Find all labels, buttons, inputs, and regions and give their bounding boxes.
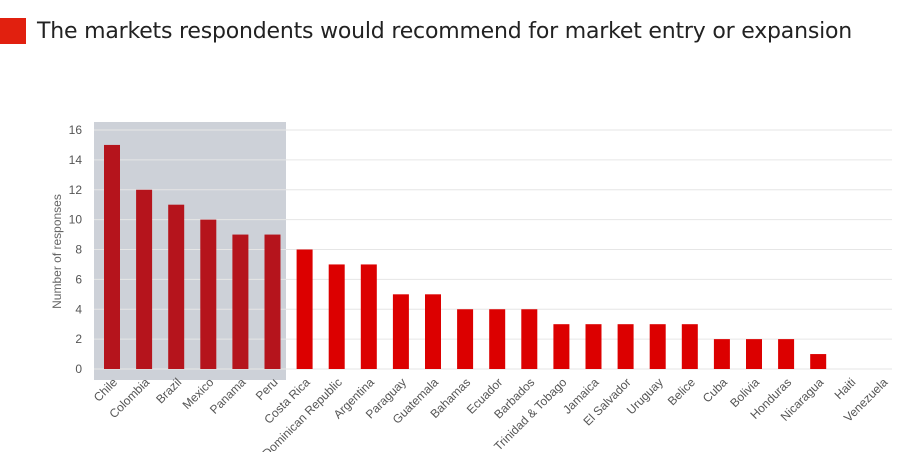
bar <box>425 294 441 369</box>
bar <box>713 339 730 369</box>
highlight-band <box>94 122 286 380</box>
x-tick-label: Belice <box>665 375 698 408</box>
bar <box>360 264 377 369</box>
y-tick-label: 14 <box>69 153 83 167</box>
bar <box>104 144 120 369</box>
bar <box>553 324 570 369</box>
bar <box>585 324 602 369</box>
chart-title: The markets respondents would recommend … <box>37 18 853 44</box>
y-tick-label: 2 <box>75 332 82 346</box>
bar <box>746 339 762 369</box>
bar <box>232 234 249 369</box>
bar <box>200 219 217 369</box>
bar <box>778 339 795 369</box>
bar <box>489 309 506 369</box>
y-axis-title: Number of responses <box>50 194 64 309</box>
title-marker <box>0 18 26 44</box>
chart-header: The markets respondents would recommend … <box>0 14 852 48</box>
bar <box>521 309 538 369</box>
bar <box>136 189 153 369</box>
y-tick-label: 16 <box>69 123 83 137</box>
x-tick-label: Haiti <box>832 375 859 402</box>
y-tick-label: 12 <box>69 183 83 197</box>
bar <box>392 294 409 369</box>
y-tick-label: 0 <box>75 362 82 376</box>
bar <box>264 234 281 369</box>
y-tick-label: 6 <box>75 272 82 286</box>
bar <box>457 309 474 369</box>
x-tick-label: Uruguay <box>624 375 666 417</box>
x-tick-label: Cuba <box>700 375 730 405</box>
y-tick-label: 4 <box>75 302 82 316</box>
x-tick-label: Panama <box>207 375 249 417</box>
bar <box>617 324 634 369</box>
bar <box>810 354 827 369</box>
bar <box>328 264 345 369</box>
y-tick-label: 8 <box>75 243 82 257</box>
bar <box>168 204 185 369</box>
bar <box>681 324 698 369</box>
y-tick-label: 10 <box>69 213 83 227</box>
bar <box>649 324 666 369</box>
bar <box>296 249 313 369</box>
